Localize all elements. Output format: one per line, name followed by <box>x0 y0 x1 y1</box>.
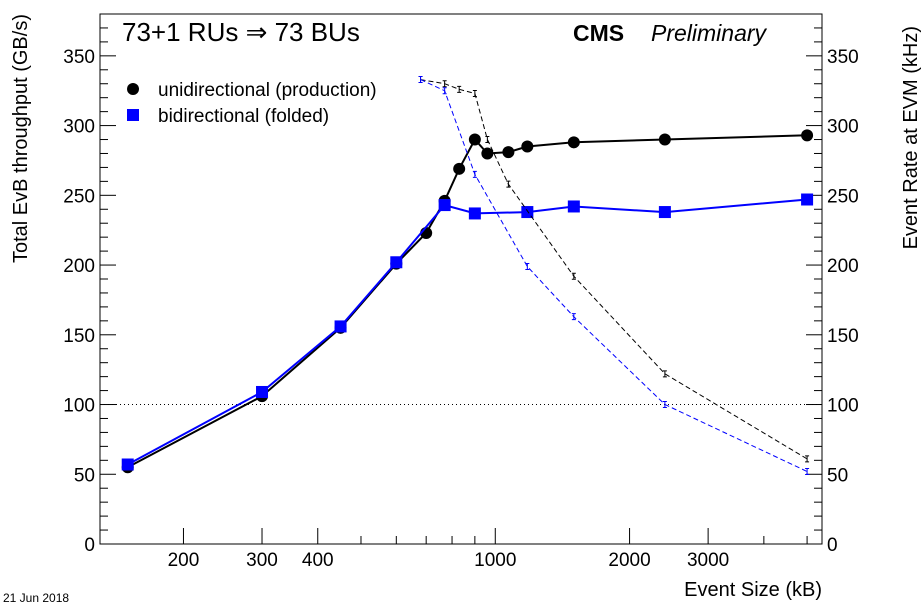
y-left-tick-label: 100 <box>63 396 95 417</box>
experiment-label: CMS <box>573 20 624 46</box>
x-tick-label: 400 <box>302 550 334 571</box>
series-line-1 <box>127 198 808 466</box>
data-point-3 <box>662 401 667 409</box>
x-tick-label: 3000 <box>687 550 729 571</box>
y-left-tick-label: 200 <box>63 256 95 277</box>
x-tick-label: 200 <box>168 550 200 571</box>
data-point-2 <box>442 80 447 88</box>
legend-label-bidirectional: bidirectional (folded) <box>158 106 329 127</box>
x-tick-label: 2000 <box>608 550 650 571</box>
data-point-3 <box>525 262 530 270</box>
data-point-0 <box>453 162 466 175</box>
axis-layer: 0 50 100 150 200 250 300 350 0 50 100 150 200 250 300 3… <box>63 27 859 571</box>
y-right-tick-label: 250 <box>827 186 859 207</box>
data-point-1 <box>334 320 347 333</box>
series-line-2 <box>420 79 808 460</box>
y-left-tick-label: 0 <box>84 535 95 556</box>
x-axis-title: Event Size (kB) <box>684 579 822 601</box>
data-point-0 <box>481 147 494 160</box>
data-point-1 <box>390 256 403 269</box>
y-right-tick-label: 150 <box>827 326 859 347</box>
legend-marker-bidirectional <box>127 109 139 121</box>
y-right-tick-label: 350 <box>827 47 859 68</box>
x-tick-label: 1000 <box>474 550 516 571</box>
data-point-2 <box>571 272 576 280</box>
y-right-tick-label: 100 <box>827 396 859 417</box>
status-label: Preliminary <box>651 20 768 46</box>
data-point-0 <box>658 133 671 146</box>
data-point-1 <box>438 199 451 212</box>
y-left-tick-label: 250 <box>63 186 95 207</box>
y-right-tick-label: 200 <box>827 256 859 277</box>
y-axis-left-title: Total EvB throughput (GB/s) <box>10 14 32 263</box>
data-point-0 <box>468 133 481 146</box>
data-point-2 <box>485 136 490 144</box>
y-left-tick-label: 350 <box>63 47 95 68</box>
y-left-tick-label: 150 <box>63 326 95 347</box>
y-left-tick-label: 300 <box>63 117 95 138</box>
data-point-3 <box>472 170 477 178</box>
chart-title: 73+1 RUs ⇒ 73 BUs <box>122 17 360 47</box>
data-point-1 <box>521 206 534 219</box>
data-point-0 <box>801 129 814 142</box>
data-point-2 <box>662 370 667 378</box>
data-point-2 <box>457 85 462 93</box>
data-point-2 <box>506 180 511 188</box>
data-point-1 <box>801 193 814 206</box>
x-tick-label: 300 <box>246 550 278 571</box>
data-point-1 <box>468 207 481 220</box>
y-right-tick-label: 50 <box>827 465 848 486</box>
data-point-3 <box>442 87 447 95</box>
y-left-tick-label: 50 <box>74 465 95 486</box>
data-point-1 <box>658 206 671 219</box>
data-point-3 <box>805 467 810 475</box>
data-point-3 <box>418 76 423 84</box>
legend: unidirectional (production) bidirectiona… <box>127 80 377 127</box>
data-point-1 <box>121 458 134 471</box>
data-point-1 <box>567 200 580 213</box>
data-point-3 <box>571 313 576 321</box>
legend-label-unidirectional: unidirectional (production) <box>158 80 377 101</box>
data-point-0 <box>567 136 580 149</box>
data-point-2 <box>805 455 810 463</box>
y-right-tick-label: 300 <box>827 117 859 138</box>
data-point-0 <box>502 146 515 159</box>
legend-marker-unidirectional <box>127 83 139 95</box>
y-right-tick-label: 0 <box>827 535 838 556</box>
series-layer <box>121 76 814 475</box>
data-point-2 <box>472 90 477 97</box>
y-axis-right-title: Event Rate at EVM (kHz) <box>900 26 922 249</box>
date-label: 21 Jun 2018 <box>3 591 69 605</box>
data-point-1 <box>256 385 269 398</box>
data-point-0 <box>521 140 534 153</box>
